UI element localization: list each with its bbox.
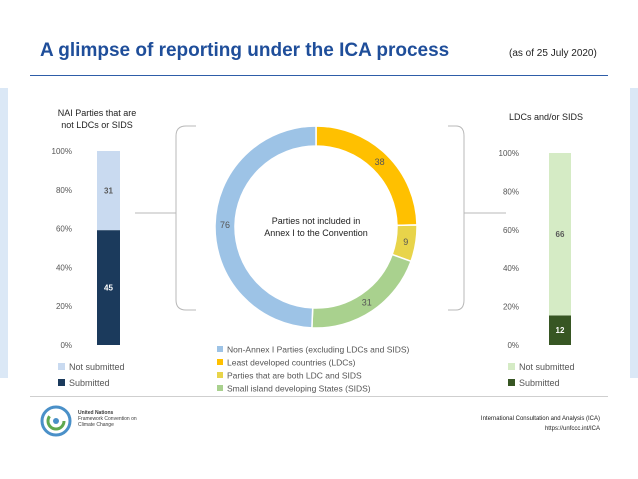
right-bar-not-submitted	[549, 153, 571, 316]
donut-data-label: 76	[220, 220, 230, 230]
left-data-label: 31	[104, 187, 113, 196]
left-ytick-label: 40%	[56, 263, 72, 272]
footer-divider	[30, 396, 608, 397]
donut-slice	[214, 125, 317, 329]
right-legend-label: Not submitted	[519, 362, 575, 372]
left-ytick-label: 100%	[52, 147, 72, 156]
left-ytick-label: 80%	[56, 186, 72, 195]
footer-link[interactable]: https://unfccc.int/ICA	[544, 426, 600, 432]
footer: International Consultation and Analysis …	[481, 414, 600, 434]
left-legend-label: Submitted	[69, 378, 110, 388]
donut-legend-label: Parties that are both LDC and SIDS	[227, 371, 362, 381]
left-data-label: 45	[104, 284, 113, 293]
right-bar-submitted	[549, 315, 571, 345]
right-bar-chart: 0% 20% 40% 60% 80% 100% 12 66	[499, 149, 571, 350]
right-accent-bar	[630, 88, 638, 378]
as-of-date: (as of 25 July 2020)	[509, 48, 597, 59]
donut-chart: 38 9 31 76 Parties not included in Annex I to…	[214, 125, 418, 329]
right-ytick-label: 80%	[503, 187, 519, 196]
donut-legend-label: Non-Annex I Parties (excluding LDCs and …	[227, 345, 410, 355]
footer-line1: International Consultation and Analysis …	[480, 416, 600, 422]
left-accent-bar	[0, 88, 8, 378]
right-data-label: 12	[556, 326, 565, 335]
right-ytick-label: 40%	[503, 264, 519, 273]
right-ytick-label: 60%	[503, 226, 519, 235]
left-ytick-label: 20%	[56, 302, 72, 311]
logo-text: United Nations Framework Convention on C…	[78, 410, 137, 428]
left-chart-legend: Not submitted Submitted	[58, 362, 125, 388]
right-legend-swatch	[508, 363, 515, 370]
right-data-label: 66	[556, 230, 565, 239]
right-ytick-label: 100%	[499, 149, 519, 158]
left-bracket	[175, 125, 196, 311]
right-legend-label: Submitted	[519, 378, 560, 388]
donut-legend-swatch	[217, 385, 223, 391]
donut-center-label: Parties not included in	[272, 216, 361, 226]
left-legend-swatch	[58, 379, 65, 386]
donut-data-label: 31	[362, 298, 372, 308]
right-bracket	[448, 125, 465, 311]
logo-text-line3: Climate Change	[78, 422, 114, 428]
donut-slice	[315, 125, 418, 227]
donut-data-label: 9	[403, 237, 408, 247]
right-legend-swatch	[508, 379, 515, 386]
donut-legend-label: Least developed countries (LDCs)	[227, 358, 356, 368]
donut-legend-swatch	[217, 359, 223, 365]
donut-data-label: 38	[375, 157, 385, 167]
left-bar-submitted	[97, 230, 120, 345]
left-bar-not-submitted	[97, 151, 120, 231]
title-divider	[30, 75, 608, 76]
left-legend-swatch	[58, 363, 65, 370]
donut-legend: Non-Annex I Parties (excluding LDCs and …	[217, 345, 410, 394]
left-legend-label: Not submitted	[69, 362, 125, 372]
left-ytick-label: 0%	[60, 341, 72, 350]
right-ytick-label: 20%	[503, 303, 519, 312]
right-chart-title: LDCs and/or SIDS	[509, 112, 583, 122]
unfccc-logo-icon	[40, 405, 72, 437]
left-chart-title-line2: not LDCs or SIDS	[61, 120, 133, 130]
logo-text-line1: United Nations	[78, 410, 114, 416]
donut-legend-swatch	[217, 346, 223, 352]
donut-slice	[311, 253, 412, 329]
right-ytick-label: 0%	[507, 341, 519, 350]
right-chart-legend: Not submitted Submitted	[508, 362, 575, 388]
left-ytick-label: 60%	[56, 225, 72, 234]
donut-center-label: Annex I to the Convention	[264, 228, 368, 238]
left-chart-title-line1: NAI Parties that are	[58, 108, 137, 118]
donut-legend-label: Small island developing States (SIDS)	[227, 384, 371, 394]
logo-text-line2: Framework Convention on	[78, 416, 137, 422]
left-bar-chart: 0% 20% 40% 60% 80% 100% 45 31	[52, 147, 120, 350]
page-title: A glimpse of reporting under the ICA pro…	[40, 40, 450, 61]
donut-legend-swatch	[217, 372, 223, 378]
